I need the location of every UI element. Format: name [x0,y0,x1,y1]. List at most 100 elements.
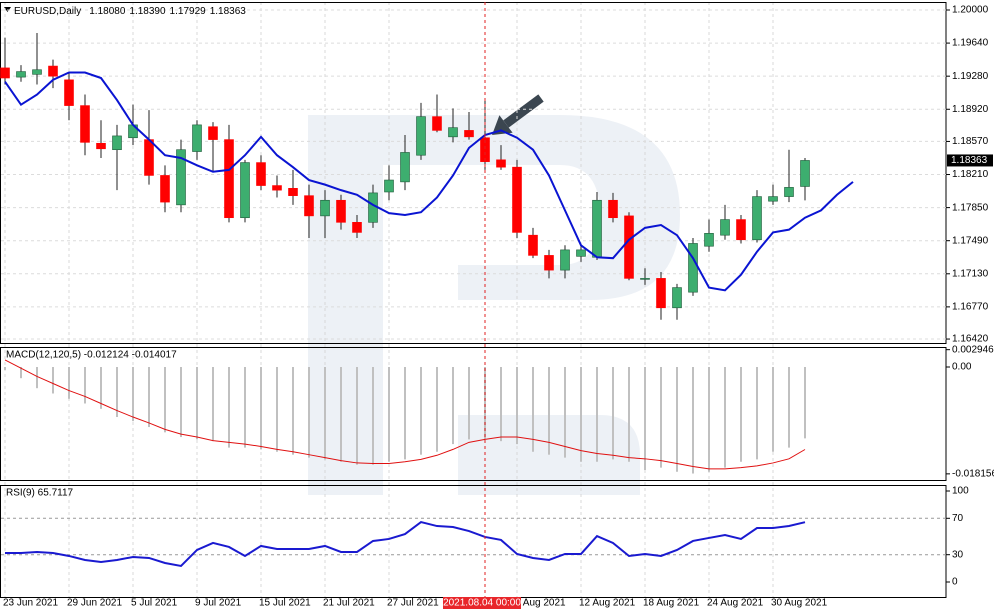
candle-body [512,166,522,233]
pane-title: MACD(12,120,5) -0.012124 -0.014017 [6,350,177,361]
y-tick-label: 1.20000 [952,5,989,16]
candle-body [400,152,410,183]
y-tick-label: 1.18920 [952,104,989,115]
candle-body [800,160,810,187]
crosshair-label: 2021.08.04 00:00 [443,598,521,609]
annotation-arrow [492,94,544,135]
candle-body [304,195,314,217]
ohlc-label: 1.18363 [210,6,247,17]
watermark-arch [383,115,680,300]
candle-body [768,196,778,202]
watermark-leg [458,415,640,495]
y-tick-label: 1.16770 [952,302,989,313]
watermark [308,115,680,495]
watermark-bar [308,115,383,495]
candle-body [224,139,234,219]
y-tick-label: 30 [952,549,964,560]
series-line [4,359,806,470]
y-tick-label: 100 [952,486,969,497]
candle-body [208,126,218,140]
candle-body [608,199,618,219]
candle-body [320,199,330,217]
pane-border [0,485,947,598]
candle-body [464,130,474,138]
x-tick-label: 30 Aug 2021 [771,598,828,609]
x-tick-label: 18 Aug 2021 [643,598,700,609]
x-tick-label: 23 Jun 2021 [3,598,58,609]
candle-body [368,192,378,223]
candle-body [448,127,458,138]
candle-body [288,188,298,196]
ohlc-label: 1.18390 [129,6,166,17]
candle-body [688,243,698,293]
series-line [4,71,854,292]
y-tick-label: 1.17850 [952,202,989,213]
chart-title: EURUSD,Daily 1.18080 1.18390 1.17929 1.18363 [14,6,246,17]
price-tag [947,154,993,167]
y-tick-label: 0.00 [952,362,972,373]
arrow-head [492,115,513,135]
pane-border [0,347,947,481]
symbol: EURUSD,Daily [14,6,81,17]
x-tick-label: 15 Jul 2021 [259,598,311,609]
candle-body [736,219,746,241]
x-tick-label: 24 Aug 2021 [707,598,764,609]
y-tick-label: 1.19280 [952,71,989,82]
arrow-shaft [503,94,544,128]
x-tick-label: 12 Aug 2021 [579,598,636,609]
candle-body [624,215,634,279]
pane-title: RSI(9) 65.7117 [6,488,74,499]
candle-body [672,287,682,309]
y-tick-label: 0 [952,577,958,588]
candle-body [48,65,58,77]
candle-body [112,135,122,151]
x-tick-label: 27 Jul 2021 [387,598,439,609]
candle-body [560,249,570,271]
candle-body [64,79,74,106]
candle-body [784,187,794,197]
x-tick-label: 9 Jul 2021 [195,598,242,609]
candle-body [192,124,202,152]
candle-body [256,162,266,186]
candle-body [720,219,730,236]
candle-body [480,137,490,162]
candle-body [336,199,346,223]
y-tick-label: 1.17130 [952,268,989,279]
candle-body [432,116,442,131]
crosshair-label-box [443,597,521,609]
candle-body [352,222,362,233]
candle-body [16,71,26,78]
x-tick-label: 21 Jul 2021 [323,598,375,609]
candle-body [272,185,282,191]
series-line [5,520,806,568]
candle-body [544,255,554,271]
candle-body [656,278,666,309]
candle-body [496,159,506,168]
candle-body [752,196,762,241]
y-tick-label: 1.18570 [952,136,989,147]
ohlc-label: 1.17929 [170,6,207,17]
x-tick-label: 29 Jun 2021 [67,598,122,609]
y-tick-label: 1.18210 [952,169,989,180]
candle-body [592,199,602,258]
candle-body [704,233,714,247]
y-tick-label: 1.16420 [952,334,989,345]
y-tick-label: -0.018156 [952,468,994,479]
candle-body [80,105,90,143]
candle-body [528,234,538,256]
price-tag-label: 1.18363 [951,155,988,166]
candle-body [96,142,106,150]
candle-body [32,69,42,75]
ohlc-label: 1.18080 [89,6,126,17]
candle-body [160,175,170,203]
candle-body [384,179,394,193]
candle-body [640,278,650,280]
y-tick-label: 70 [952,513,964,524]
candle-body [144,139,154,176]
y-tick-label: 1.17490 [952,235,989,246]
x-tick-label: 6 Aug 2021 [515,598,566,609]
candle-body [240,162,250,219]
candle-body [416,116,426,156]
